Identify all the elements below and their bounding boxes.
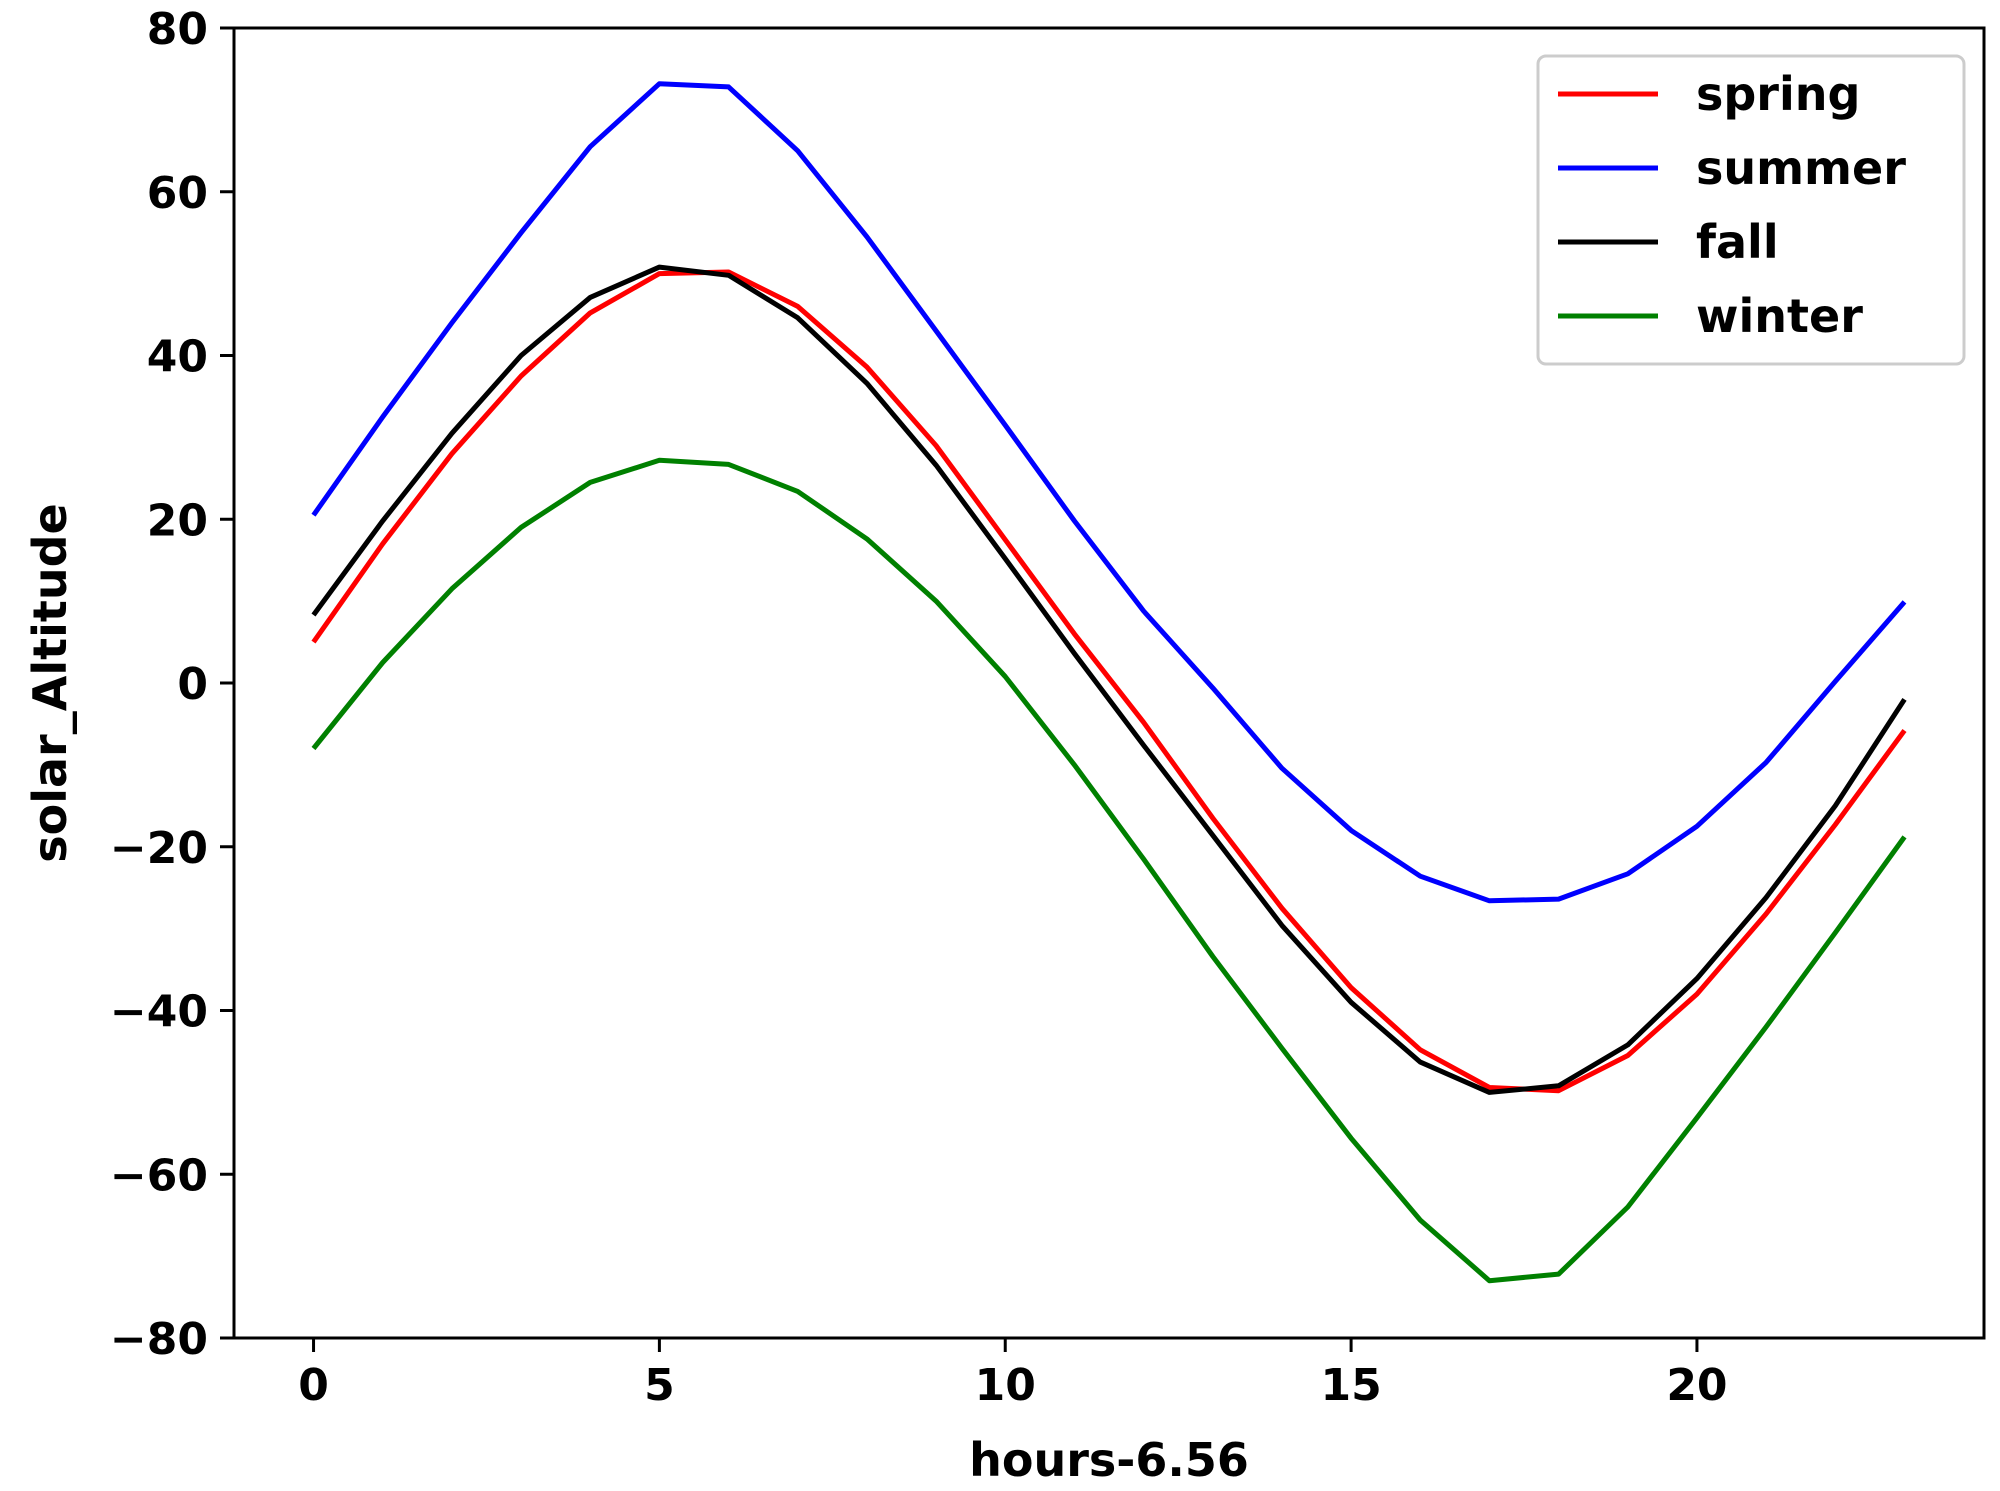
y-tick-label: −40 xyxy=(110,987,208,1038)
legend-label-spring: spring xyxy=(1696,67,1860,121)
legend-box xyxy=(1536,54,1966,366)
series-line-fall xyxy=(311,264,1907,1095)
series-lines xyxy=(311,81,1907,1284)
x-tick-label: 15 xyxy=(1320,1360,1381,1411)
x-tick-label: 10 xyxy=(975,1360,1036,1411)
legend-label-fall: fall xyxy=(1696,215,1779,269)
y-tick-label: 80 xyxy=(147,4,208,55)
y-axis-label: solar_Altitude xyxy=(23,503,77,862)
x-tick-label: 5 xyxy=(644,1360,675,1411)
tick-marks-and-labels: 0 5 10 15 20 −80 −60 −40 −20 0 20 40 60 80 xyxy=(110,4,1728,1411)
series-line-spring xyxy=(311,269,1907,1094)
x-tick-label: 0 xyxy=(298,1360,329,1411)
series-line-winter xyxy=(311,457,1907,1284)
y-tick-label: 20 xyxy=(147,495,208,546)
legend-label-summer: summer xyxy=(1696,141,1906,195)
x-tick-label: 20 xyxy=(1666,1360,1727,1411)
legend: spring summer fall winter xyxy=(1536,54,1966,366)
y-tick-label: −60 xyxy=(110,1150,208,1201)
series-line-summer xyxy=(311,81,1907,904)
y-tick-label: 0 xyxy=(177,659,208,710)
y-tick-label: 60 xyxy=(147,168,208,219)
y-tick-label: −20 xyxy=(110,823,208,874)
x-axis-label: hours-6.56 xyxy=(969,1433,1249,1487)
y-tick-label: 40 xyxy=(147,332,208,383)
legend-label-winter: winter xyxy=(1696,289,1863,343)
y-tick-label: −80 xyxy=(110,1314,208,1365)
